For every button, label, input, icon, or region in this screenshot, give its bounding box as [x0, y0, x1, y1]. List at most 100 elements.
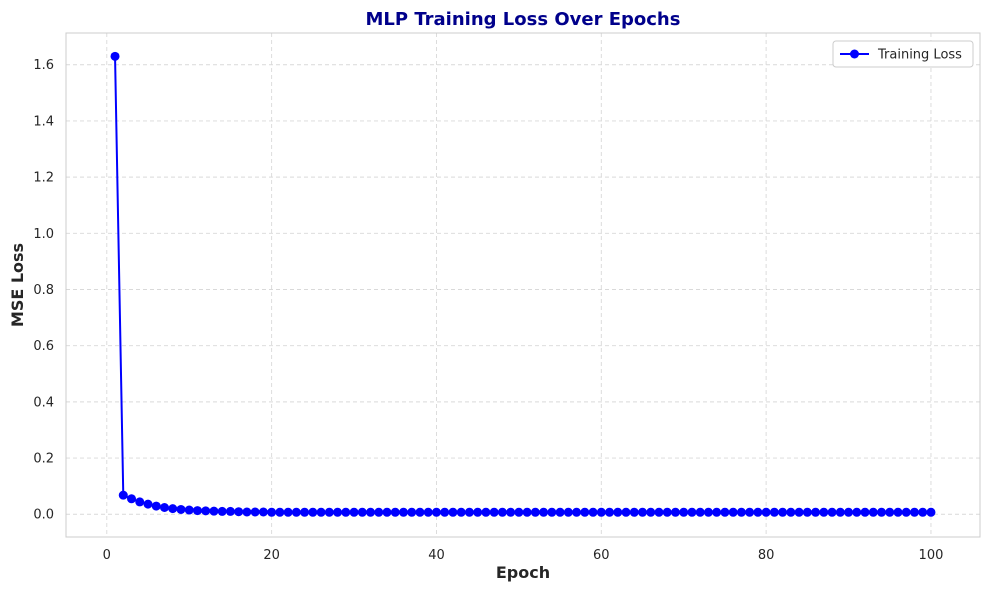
- data-point: [588, 507, 598, 517]
- series-layer: [110, 51, 936, 517]
- data-point: [250, 507, 260, 517]
- legend-marker-swatch: [850, 49, 859, 59]
- data-point: [646, 507, 656, 517]
- data-point: [868, 507, 878, 517]
- data-point: [464, 507, 474, 517]
- data-point: [242, 507, 252, 517]
- data-point: [563, 507, 573, 517]
- data-point: [143, 499, 153, 509]
- data-point: [481, 507, 491, 517]
- data-point: [135, 497, 145, 507]
- data-point: [530, 507, 540, 517]
- y-axis-title: MSE Loss: [8, 243, 27, 327]
- legend: Training Loss: [832, 40, 974, 68]
- data-point: [415, 507, 425, 517]
- data-point: [769, 507, 779, 517]
- data-point: [407, 507, 417, 517]
- data-point: [448, 507, 458, 517]
- data-point: [580, 507, 590, 517]
- data-point: [159, 503, 169, 513]
- data-point: [275, 507, 285, 517]
- data-point: [456, 507, 466, 517]
- data-point: [283, 507, 293, 517]
- data-point: [662, 507, 672, 517]
- data-point: [127, 494, 137, 504]
- data-point: [745, 507, 755, 517]
- data-point: [687, 507, 697, 517]
- data-point: [316, 507, 326, 517]
- data-point: [217, 506, 227, 516]
- data-point: [802, 507, 812, 517]
- data-point: [679, 507, 689, 517]
- data-point: [539, 507, 549, 517]
- data-point: [473, 507, 483, 517]
- data-point: [901, 507, 911, 517]
- data-point: [712, 507, 722, 517]
- data-point: [613, 507, 623, 517]
- data-point: [720, 507, 730, 517]
- data-point: [366, 507, 376, 517]
- y-tick-label: 1.2: [33, 171, 54, 186]
- x-tick-label: 20: [263, 548, 280, 563]
- data-point: [695, 507, 705, 517]
- data-point: [736, 507, 746, 517]
- data-point: [753, 507, 763, 517]
- data-point: [572, 507, 582, 517]
- data-point: [497, 507, 507, 517]
- data-point: [151, 501, 161, 511]
- data-point: [794, 507, 804, 517]
- data-point: [308, 507, 318, 517]
- data-point: [184, 505, 194, 515]
- data-point: [300, 507, 310, 517]
- data-point: [860, 507, 870, 517]
- data-point: [333, 507, 343, 517]
- legend-label-training-loss: Training Loss: [877, 48, 962, 63]
- data-point: [621, 507, 631, 517]
- data-point: [267, 507, 277, 517]
- y-tick-label: 0.0: [33, 508, 54, 523]
- data-point: [349, 507, 359, 517]
- data-point: [201, 506, 211, 516]
- y-tick-label: 1.6: [33, 58, 54, 73]
- chart-title: MLP Training Loss Over Epochs: [366, 9, 681, 30]
- data-point: [670, 507, 680, 517]
- data-point: [382, 507, 392, 517]
- data-point: [225, 506, 235, 516]
- data-point: [885, 507, 895, 517]
- data-point: [258, 507, 268, 517]
- x-axis-title: Epoch: [496, 563, 550, 582]
- data-point: [605, 507, 615, 517]
- data-point: [431, 507, 441, 517]
- data-point: [291, 507, 301, 517]
- data-point: [786, 507, 796, 517]
- data-point: [168, 504, 178, 514]
- data-point: [761, 507, 771, 517]
- data-point: [811, 507, 821, 517]
- data-point: [835, 507, 845, 517]
- data-point: [827, 507, 837, 517]
- legend-box: [832, 40, 974, 68]
- data-point: [324, 507, 334, 517]
- data-point: [877, 507, 887, 517]
- y-tick-label: 0.6: [33, 339, 54, 354]
- data-point: [629, 507, 639, 517]
- data-point: [514, 507, 524, 517]
- data-point: [703, 507, 713, 517]
- data-point: [234, 507, 244, 517]
- data-point: [596, 507, 606, 517]
- data-point: [522, 507, 532, 517]
- y-tick-label: 0.8: [33, 283, 54, 298]
- data-point: [118, 490, 128, 500]
- data-point: [926, 507, 936, 517]
- data-point: [778, 507, 788, 517]
- x-tick-labels: 0 20 40 60 80 100: [103, 548, 944, 563]
- data-point: [654, 507, 664, 517]
- data-point: [893, 507, 903, 517]
- data-point: [110, 51, 120, 61]
- data-point: [728, 507, 738, 517]
- plot-frame: [65, 32, 981, 538]
- y-tick-label: 1.0: [33, 227, 54, 242]
- data-point: [918, 507, 928, 517]
